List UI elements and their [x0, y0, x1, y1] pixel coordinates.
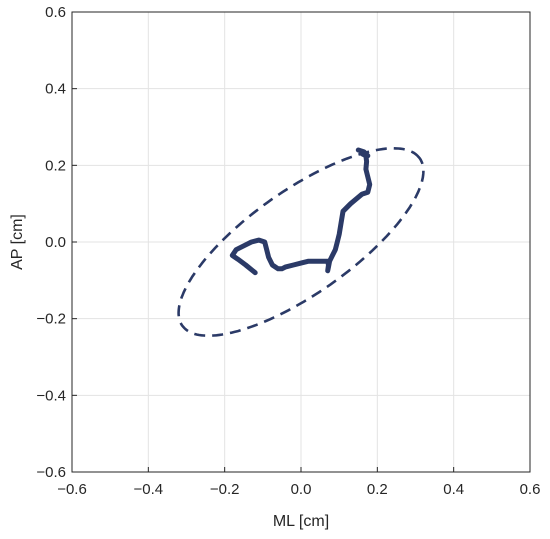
x-tick-label: 0.2: [367, 481, 388, 498]
y-tick-label: 0.0: [45, 234, 66, 251]
y-axis-label: AP [cm]: [9, 214, 26, 270]
y-tick-label: −0.6: [36, 464, 66, 481]
x-tick-label: 0.4: [443, 481, 464, 498]
series-layer: [177, 146, 425, 338]
x-tick-label: −0.6: [57, 481, 87, 498]
ticks: [71, 11, 531, 473]
y-tick-label: 0.6: [45, 4, 66, 21]
y-tick-label: −0.2: [36, 311, 66, 328]
cop-trajectory-line: [229, 147, 373, 276]
y-tick-label: 0.2: [45, 157, 66, 174]
x-tick-label: −0.4: [134, 481, 164, 498]
y-tick-labels: −0.6 −0.4 −0.2 0.0 0.2 0.4 0.6: [36, 4, 66, 481]
x-tick-label: 0.6: [520, 481, 541, 498]
x-tick-label: −0.2: [210, 481, 240, 498]
x-tick-labels: −0.6 −0.4 −0.2 0.0 0.2 0.4 0.6: [57, 481, 540, 498]
y-tick-label: −0.4: [36, 387, 66, 404]
x-tick-label: 0.0: [291, 481, 312, 498]
x-axis-label: ML [cm]: [273, 513, 329, 530]
confidence-ellipse: [177, 146, 425, 338]
grid: [71, 11, 531, 473]
y-tick-label: 0.4: [45, 81, 66, 98]
